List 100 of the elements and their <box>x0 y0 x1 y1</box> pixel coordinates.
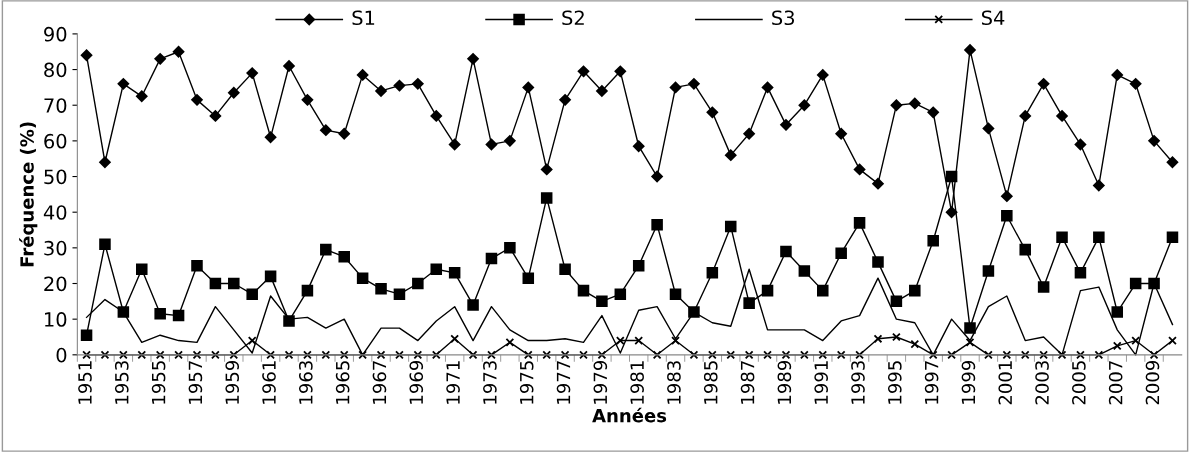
x-tick-label: 1963 <box>299 361 313 404</box>
point <box>393 79 406 92</box>
point <box>393 288 406 300</box>
x-tick-label: 1983 <box>667 361 681 404</box>
point <box>1019 243 1031 256</box>
point <box>743 127 755 140</box>
point <box>100 350 110 360</box>
point <box>614 65 627 78</box>
point <box>540 163 553 176</box>
point <box>412 78 424 90</box>
point <box>283 315 295 327</box>
point <box>1111 69 1124 81</box>
point <box>540 192 553 204</box>
point <box>1001 209 1013 222</box>
point <box>632 140 645 153</box>
point <box>320 243 332 256</box>
point <box>964 44 976 56</box>
x-tick-label: 1969 <box>409 360 424 404</box>
point <box>227 86 240 99</box>
point <box>927 106 940 119</box>
x-tick-label: 2007 <box>1108 361 1123 405</box>
legend-label: S2 <box>562 10 584 26</box>
point <box>596 85 608 97</box>
point <box>82 350 91 360</box>
point <box>706 267 719 279</box>
point <box>669 288 682 300</box>
x-tick-label: 1991 <box>814 361 828 404</box>
x-tick-label: 1961 <box>262 361 276 404</box>
point <box>1020 350 1030 360</box>
point <box>1057 350 1067 360</box>
point <box>154 53 166 65</box>
point <box>358 350 368 360</box>
point <box>264 131 277 144</box>
point <box>229 350 239 360</box>
x-tick-label: 1957 <box>188 361 203 404</box>
point <box>99 238 111 251</box>
point <box>1056 110 1068 122</box>
point <box>1131 336 1141 345</box>
point <box>798 265 811 277</box>
y-tick-label: 80 <box>44 62 67 78</box>
point <box>431 350 441 360</box>
point <box>890 295 903 308</box>
point <box>835 247 847 259</box>
point <box>395 350 404 360</box>
point <box>412 277 424 290</box>
point <box>172 309 185 322</box>
x-tick-label: 1965 <box>335 361 350 404</box>
point <box>356 69 369 81</box>
point <box>761 284 774 297</box>
point <box>873 334 883 344</box>
point <box>228 277 240 290</box>
point <box>283 60 295 72</box>
point <box>321 350 331 360</box>
point <box>559 94 571 106</box>
point <box>1056 231 1068 243</box>
y-tick-label: 30 <box>44 240 67 256</box>
point <box>413 350 423 360</box>
point <box>577 65 590 78</box>
point <box>448 138 461 151</box>
point <box>450 334 460 344</box>
point <box>504 135 516 147</box>
point <box>892 332 901 342</box>
point <box>688 78 700 90</box>
point <box>1094 350 1104 360</box>
point <box>320 124 332 136</box>
y-tick-label: 70 <box>44 98 67 113</box>
y-tick-label: 10 <box>45 312 67 327</box>
point <box>284 350 294 360</box>
point <box>448 267 461 279</box>
x-tick-label: 1973 <box>483 361 497 404</box>
x-tick-label: 1993 <box>851 361 865 404</box>
point <box>339 350 349 360</box>
point <box>982 265 995 277</box>
point <box>853 217 866 229</box>
point <box>724 149 737 161</box>
y-tick-label: 40 <box>43 205 67 220</box>
legend-label: S4 <box>981 10 1005 26</box>
point <box>522 272 535 284</box>
point <box>817 284 829 297</box>
x-tick-label: 2001 <box>998 361 1013 405</box>
x-tick-label: 2009 <box>1145 360 1160 405</box>
point <box>560 350 570 360</box>
y-axis-title: Fréquence (%) <box>19 122 38 267</box>
point <box>468 350 478 360</box>
point <box>505 337 515 347</box>
point <box>118 350 128 360</box>
point <box>910 339 920 349</box>
point <box>266 350 275 360</box>
point <box>247 336 257 345</box>
point <box>80 49 93 62</box>
x-tick-label: 1979 <box>593 360 608 404</box>
point <box>137 350 147 360</box>
point <box>853 163 866 176</box>
point <box>338 127 351 140</box>
point <box>780 119 792 131</box>
x-tick-label: 1975 <box>519 361 534 404</box>
point <box>467 53 479 65</box>
point <box>818 350 828 360</box>
point <box>430 110 443 122</box>
point <box>209 110 222 122</box>
